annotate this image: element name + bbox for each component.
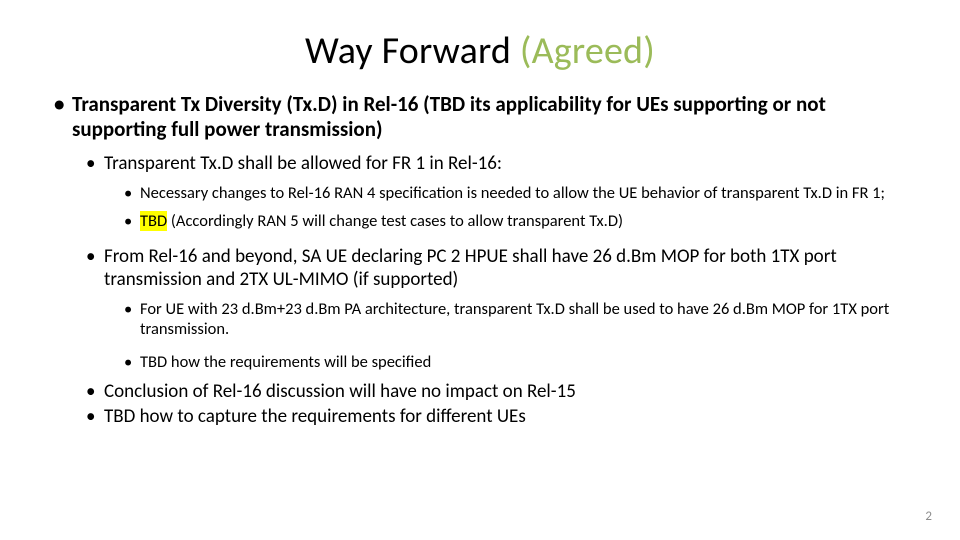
bullet-list-l2: Transparent Tx.D shall be allowed for FR… <box>72 152 912 372</box>
slide-title: Way Forward (Agreed) <box>48 28 912 74</box>
bullet-text: Transparent Tx.D shall be allowed for FR… <box>104 152 502 175</box>
bullet-list-l2: Conclusion of Rel-16 discussion will hav… <box>72 380 912 428</box>
bullet-text: From Rel-16 and beyond, SA UE declaring … <box>104 245 837 291</box>
title-prefix: Way Forward <box>305 28 520 74</box>
bullet-list: Transparent Tx Diversity (Tx.D) in Rel-1… <box>48 92 912 428</box>
bullet-text: TBD how the requirements will be specifi… <box>140 352 431 372</box>
page-number: 2 <box>925 509 932 524</box>
bullet-text: (Accordingly RAN 5 will change test case… <box>167 211 623 231</box>
bullet-text: TBD how to capture the requirements for … <box>104 405 526 428</box>
bullet-l2: TBD how to capture the requirements for … <box>104 405 912 428</box>
bullet-l3: TBD (Accordingly RAN 5 will change test … <box>140 211 912 231</box>
bullet-text: Necessary changes to Rel-16 RAN 4 specif… <box>140 183 885 203</box>
highlight-text: TBD <box>140 211 167 231</box>
bullet-text: For UE with 23 d.Bm+23 d.Bm PA architect… <box>140 299 889 339</box>
bullet-l3: Necessary changes to Rel-16 RAN 4 specif… <box>140 183 912 203</box>
bullet-l3: TBD how the requirements will be specifi… <box>140 352 912 372</box>
title-accent: (Agreed) <box>520 28 655 74</box>
bullet-l2: From Rel-16 and beyond, SA UE declaring … <box>104 245 912 372</box>
bullet-list-l3: For UE with 23 d.Bm+23 d.Bm PA architect… <box>104 299 912 371</box>
bullet-l3: For UE with 23 d.Bm+23 d.Bm PA architect… <box>140 299 912 339</box>
bullet-l2: Conclusion of Rel-16 discussion will hav… <box>104 380 912 403</box>
bullet-list-l3: Necessary changes to Rel-16 RAN 4 specif… <box>104 183 912 231</box>
slide: Way Forward (Agreed) Transparent Tx Dive… <box>0 0 960 540</box>
bullet-text: Conclusion of Rel-16 discussion will hav… <box>104 380 576 403</box>
bullet-l1: Transparent Tx Diversity (Tx.D) in Rel-1… <box>72 92 912 428</box>
bullet-text: Transparent Tx Diversity (Tx.D) in Rel-1… <box>72 91 826 142</box>
bullet-l2: Transparent Tx.D shall be allowed for FR… <box>104 152 912 231</box>
